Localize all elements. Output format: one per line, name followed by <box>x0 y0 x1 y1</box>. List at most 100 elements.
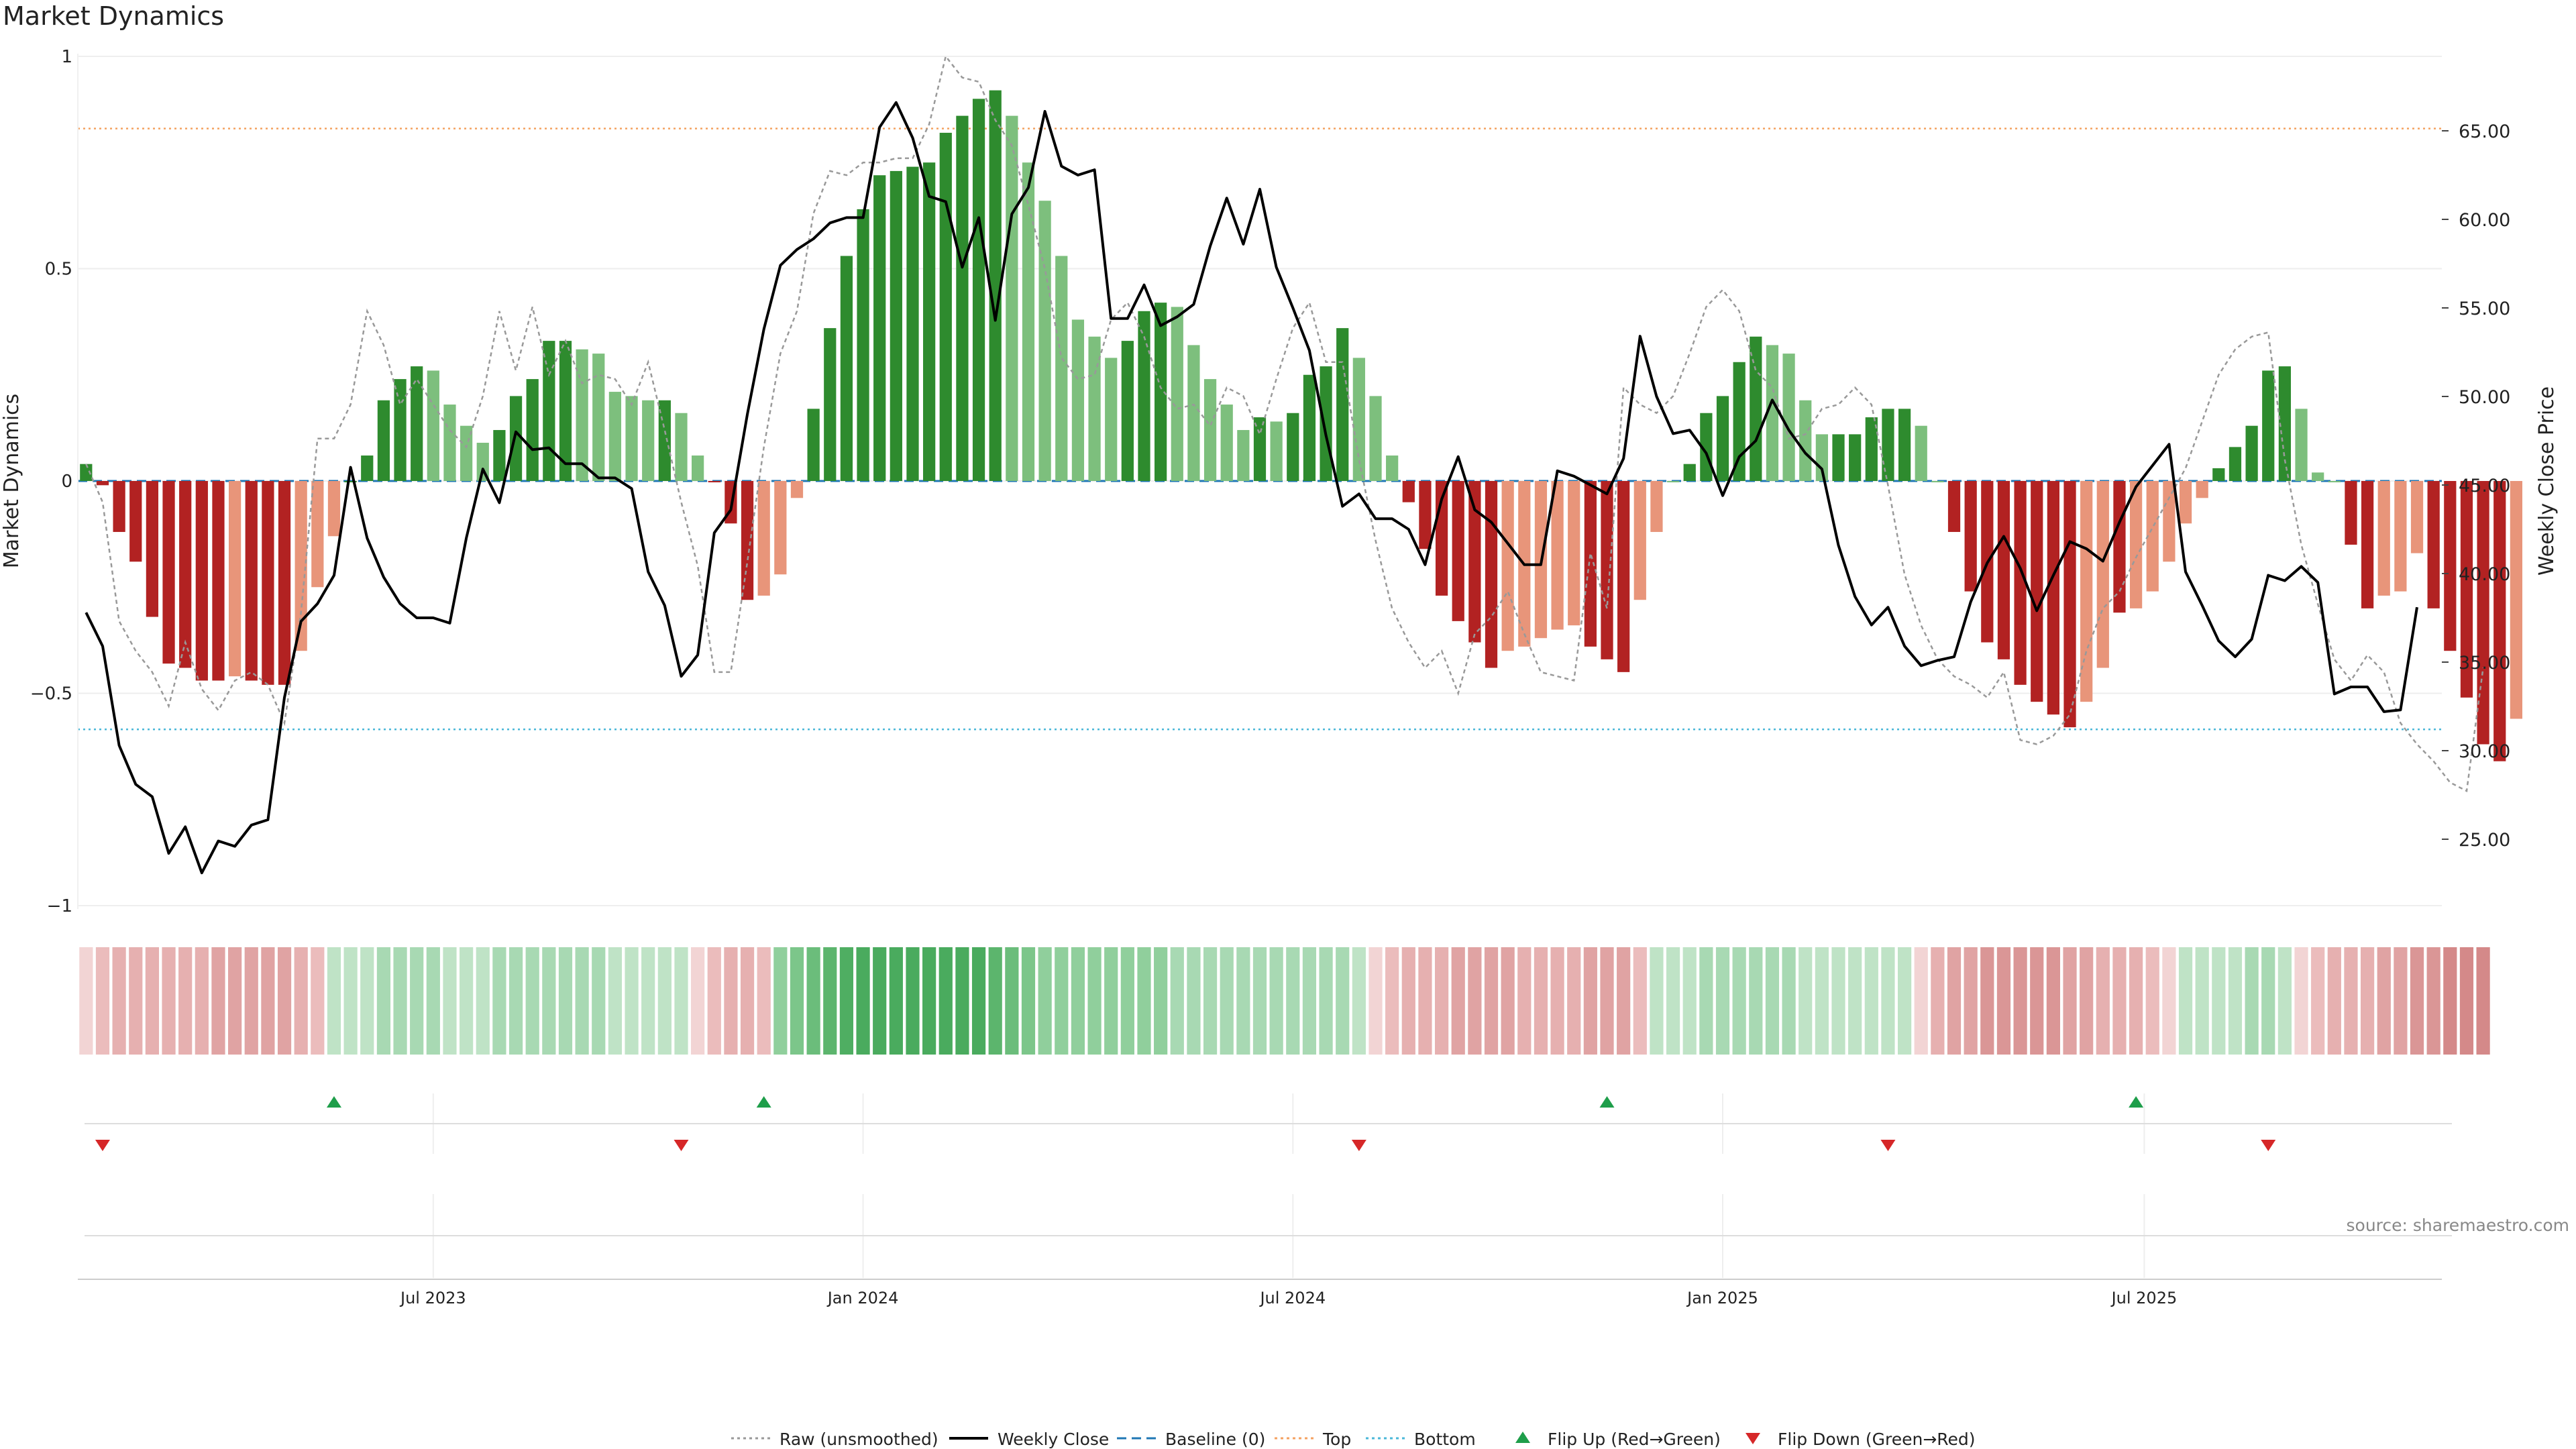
dynamics-bar <box>377 400 390 481</box>
dynamics-bar <box>1171 307 1183 481</box>
dynamics-bar <box>2196 481 2208 498</box>
heat-strip-cell <box>1021 947 1036 1055</box>
heat-strip-cell <box>1897 947 1912 1055</box>
flip-up-icon <box>1599 1096 1615 1108</box>
heat-strip-cell <box>2245 947 2259 1055</box>
heat-strip-cell <box>1715 947 1730 1055</box>
dynamics-bar <box>443 405 456 481</box>
dynamics-bar <box>2278 366 2292 481</box>
left-tick-label: −0.5 <box>30 684 72 704</box>
heat-strip-cell <box>1484 947 1499 1055</box>
heat-strip-cell <box>1583 947 1597 1055</box>
dynamics-bar <box>394 379 407 481</box>
heat-strip-cell <box>1848 947 1862 1055</box>
heat-strip-cell <box>2394 947 2408 1055</box>
heat-strip-cell <box>2361 947 2375 1055</box>
heat-strip-cell <box>889 947 903 1055</box>
dynamics-bar <box>1352 358 1365 481</box>
dynamics-bar <box>2047 481 2059 715</box>
right-tick-label: 45.00 <box>2459 476 2510 496</box>
dynamics-bar <box>1287 413 1299 481</box>
heat-strip-cell <box>311 947 325 1055</box>
right-tick-label: 40.00 <box>2459 564 2510 585</box>
heat-strip-cell <box>2162 947 2176 1055</box>
heat-strip-cell <box>360 947 374 1055</box>
source-credit: source: sharemaestro.com <box>2346 1216 2570 1235</box>
dynamics-bar <box>195 481 208 681</box>
left-tick-label: 1 <box>61 47 72 67</box>
dynamics-bar <box>1105 358 1118 481</box>
heat-strip-cell <box>2013 947 2027 1055</box>
dynamics-bar <box>212 481 225 681</box>
dynamics-bar <box>2493 481 2506 761</box>
heat-strip-cell <box>1071 947 1085 1055</box>
heat-strip-cell <box>2261 947 2275 1055</box>
dynamics-bar <box>1220 405 1233 481</box>
dynamics-bar <box>1419 481 1432 549</box>
heat-strip-cell <box>1038 947 1052 1055</box>
heat-strip-cell <box>2195 947 2209 1055</box>
dynamics-bar <box>1369 396 1382 481</box>
dynamics-bar <box>129 481 142 562</box>
flip-up-icon <box>756 1096 771 1108</box>
legend-label: Top <box>1322 1430 1351 1449</box>
dynamics-bar <box>1006 115 1018 481</box>
flip-down-icon <box>1351 1140 1366 1151</box>
dynamics-bar <box>972 99 985 482</box>
heat-strip-cell <box>2459 947 2474 1055</box>
heat-strip-cell <box>410 947 424 1055</box>
heat-strip-cell <box>790 947 804 1055</box>
heat-strip-cell <box>1517 947 1532 1055</box>
dynamics-bar <box>2262 370 2275 481</box>
dynamics-bar <box>1320 366 1332 481</box>
dynamics-bar <box>824 328 837 481</box>
heat-strip-cell <box>1650 947 1664 1055</box>
dynamics-bar <box>642 400 655 481</box>
dynamics-bar <box>1270 421 1283 481</box>
axes: 1 0.5 0 −0.5 −1 Market Dynamics 65.00 60.00 55.0… <box>0 47 2559 1307</box>
legend-label: Flip Down (Green→Red) <box>1778 1430 1976 1449</box>
heat-strip-cell <box>294 947 308 1055</box>
right-tick-label: 65.00 <box>2459 121 2510 142</box>
dynamics-bar <box>989 90 1002 481</box>
heat-strip-cell <box>1831 947 1845 1055</box>
heat-strip-cell <box>145 947 159 1055</box>
heat-strip-cell <box>906 947 920 1055</box>
dynamics-bar <box>311 481 324 588</box>
heat-strip-cell <box>343 947 358 1055</box>
x-tick-label: Jan 2024 <box>826 1289 899 1307</box>
heat-strip-cell <box>955 947 969 1055</box>
heat-strip-cell <box>2327 947 2341 1055</box>
legend-flip-up-icon <box>1515 1432 1530 1443</box>
dynamics-bar <box>2394 481 2407 592</box>
heat-strip-cell <box>1666 947 1680 1055</box>
heat-strip-cell <box>2443 947 2457 1055</box>
heat-strip-cell <box>657 947 672 1055</box>
dynamics-bar <box>1815 434 1828 481</box>
heat-strip-cell <box>1600 947 1614 1055</box>
heat-strip-cell <box>1220 947 1234 1055</box>
dynamics-bar <box>1452 481 1464 621</box>
heat-strip-cell <box>592 947 606 1055</box>
heat-strip-cell <box>575 947 589 1055</box>
dynamics-bar <box>840 256 853 481</box>
dynamics-bar <box>1683 464 1696 481</box>
heat-strip-cell <box>1302 947 1317 1055</box>
dynamics-bar <box>1402 481 1415 502</box>
heat-strip-cell <box>773 947 788 1055</box>
heat-strip-cell <box>2228 947 2243 1055</box>
heat-strip-cell <box>1964 947 1978 1055</box>
dynamics-bar <box>923 162 936 481</box>
heat-strip-cell <box>228 947 242 1055</box>
dynamics-bar <box>807 409 820 481</box>
dynamics-bar <box>2063 481 2076 728</box>
dynamics-bar <box>592 354 605 481</box>
heat-strip-cell <box>724 947 738 1055</box>
dynamics-bar <box>1750 336 1762 481</box>
x-tick-label: Jan 2025 <box>1686 1289 1758 1307</box>
heat-strip-cell <box>1980 947 1994 1055</box>
dynamics-bar <box>2163 481 2176 562</box>
dynamics-bar <box>1733 362 1746 481</box>
dynamics-bar <box>113 481 125 532</box>
dynamics-bar <box>80 464 93 481</box>
